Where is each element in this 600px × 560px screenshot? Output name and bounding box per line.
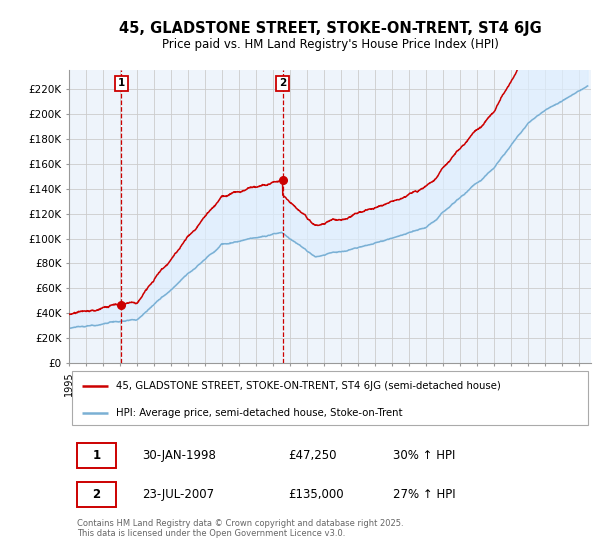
Text: Contains HM Land Registry data © Crown copyright and database right 2025.
This d: Contains HM Land Registry data © Crown c… [77,519,403,539]
Text: Price paid vs. HM Land Registry's House Price Index (HPI): Price paid vs. HM Land Registry's House … [161,38,499,51]
Text: 2: 2 [279,78,286,88]
Text: HPI: Average price, semi-detached house, Stoke-on-Trent: HPI: Average price, semi-detached house,… [116,408,403,418]
Text: 23-JUL-2007: 23-JUL-2007 [142,488,214,501]
FancyBboxPatch shape [77,443,116,468]
Text: 30% ↑ HPI: 30% ↑ HPI [392,449,455,462]
FancyBboxPatch shape [77,482,116,507]
Text: 45, GLADSTONE STREET, STOKE-ON-TRENT, ST4 6JG: 45, GLADSTONE STREET, STOKE-ON-TRENT, ST… [119,21,541,36]
Text: 2: 2 [92,488,101,501]
Text: 30-JAN-1998: 30-JAN-1998 [142,449,216,462]
Text: 1: 1 [92,449,101,462]
Text: £135,000: £135,000 [288,488,344,501]
FancyBboxPatch shape [71,371,589,426]
Text: 1: 1 [118,78,125,88]
Text: £47,250: £47,250 [288,449,337,462]
Text: 45, GLADSTONE STREET, STOKE-ON-TRENT, ST4 6JG (semi-detached house): 45, GLADSTONE STREET, STOKE-ON-TRENT, ST… [116,380,501,390]
Text: 27% ↑ HPI: 27% ↑ HPI [392,488,455,501]
